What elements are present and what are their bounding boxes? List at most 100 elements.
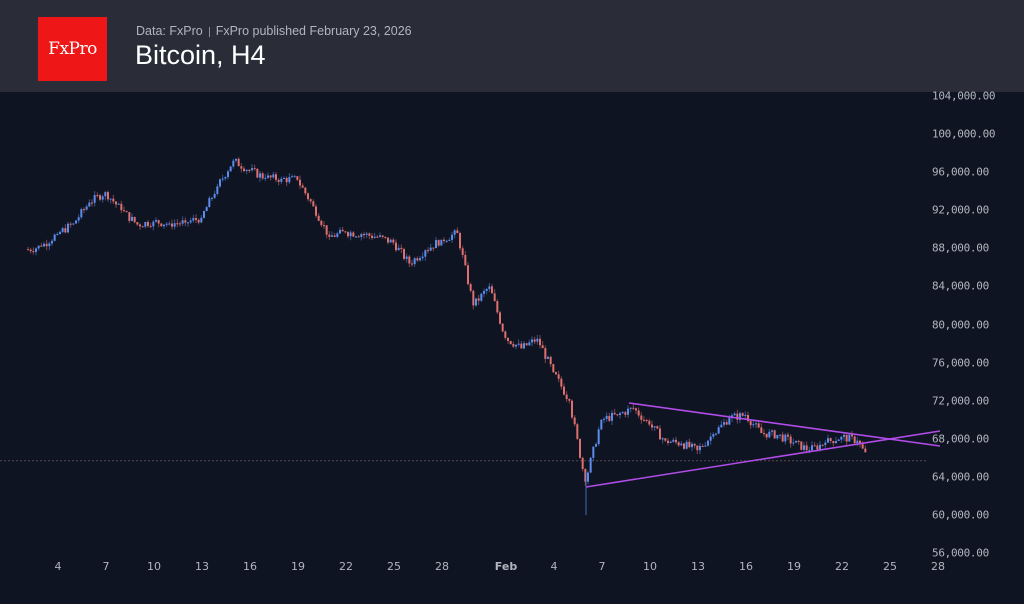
candle-down[interactable]: [789, 436, 792, 444]
candle-down[interactable]: [240, 166, 243, 169]
candle-up[interactable]: [819, 444, 821, 450]
candle-up[interactable]: [365, 233, 368, 235]
candle-down[interactable]: [139, 224, 141, 227]
candle-up[interactable]: [232, 160, 235, 167]
candle-down[interactable]: [149, 225, 152, 227]
candle-down[interactable]: [864, 448, 867, 453]
candle-down[interactable]: [328, 234, 331, 237]
candle-down[interactable]: [197, 219, 200, 223]
candle-up[interactable]: [101, 196, 104, 200]
candle-down[interactable]: [765, 433, 768, 438]
candle-down[interactable]: [243, 168, 245, 172]
candle-down[interactable]: [128, 212, 131, 221]
candle-down[interactable]: [83, 209, 85, 211]
candle-up[interactable]: [77, 217, 80, 221]
candle-down[interactable]: [176, 223, 179, 225]
candle-down[interactable]: [651, 424, 653, 428]
candle-down[interactable]: [659, 428, 661, 440]
triangle-lower-trendline[interactable]: [585, 430, 941, 488]
candle-down[interactable]: [565, 394, 568, 400]
candle-up[interactable]: [792, 442, 795, 444]
candle-up[interactable]: [435, 240, 437, 249]
candle-down[interactable]: [443, 239, 445, 241]
candle-down[interactable]: [363, 234, 365, 236]
candle-down[interactable]: [91, 202, 93, 204]
candle-up[interactable]: [155, 220, 157, 222]
candle-down[interactable]: [112, 198, 115, 202]
candle-down[interactable]: [99, 195, 101, 200]
candle-up[interactable]: [264, 177, 267, 179]
candle-up[interactable]: [67, 223, 69, 233]
candle-down[interactable]: [544, 348, 547, 359]
candle-down[interactable]: [533, 339, 536, 342]
candle-down[interactable]: [464, 254, 467, 266]
candle-down[interactable]: [184, 220, 187, 223]
candle-down[interactable]: [400, 247, 403, 250]
candle-down[interactable]: [147, 221, 149, 226]
candle-up[interactable]: [291, 176, 293, 178]
candle-down[interactable]: [563, 386, 565, 395]
candle-up[interactable]: [627, 408, 629, 415]
candle-down[interactable]: [763, 433, 765, 435]
candle-up[interactable]: [840, 436, 843, 440]
candle-up[interactable]: [37, 245, 40, 249]
candle-down[interactable]: [315, 206, 317, 216]
candle-down[interactable]: [64, 228, 67, 233]
candle-up[interactable]: [72, 223, 75, 225]
candle-up[interactable]: [200, 217, 203, 223]
candle-up[interactable]: [109, 198, 112, 200]
candle-up[interactable]: [587, 472, 589, 482]
candle-up[interactable]: [475, 298, 477, 306]
candle-down[interactable]: [616, 414, 619, 416]
candle-up[interactable]: [835, 440, 837, 444]
candle-up[interactable]: [205, 207, 208, 212]
candle-down[interactable]: [256, 168, 259, 178]
candle-up[interactable]: [733, 413, 736, 416]
candle-down[interactable]: [469, 284, 472, 291]
candle-down[interactable]: [387, 237, 389, 243]
candle-up[interactable]: [405, 256, 408, 259]
candle-down[interactable]: [741, 413, 744, 416]
candle-down[interactable]: [352, 232, 355, 237]
candle-up[interactable]: [712, 434, 715, 437]
candle-up[interactable]: [768, 431, 771, 438]
candle-down[interactable]: [472, 290, 475, 306]
candle-down[interactable]: [568, 399, 571, 401]
candle-down[interactable]: [760, 427, 763, 434]
candle-down[interactable]: [269, 175, 272, 178]
candle-down[interactable]: [797, 440, 800, 442]
candle-up[interactable]: [152, 221, 155, 227]
candle-up[interactable]: [488, 286, 491, 290]
candle-up[interactable]: [56, 234, 59, 236]
candle-up[interactable]: [629, 407, 632, 409]
candle-up[interactable]: [827, 438, 829, 443]
candle-up[interactable]: [259, 173, 261, 178]
candle-down[interactable]: [261, 173, 264, 179]
candle-down[interactable]: [781, 434, 784, 442]
candle-up[interactable]: [440, 239, 443, 246]
candle-up[interactable]: [213, 193, 216, 198]
price-chart[interactable]: 104,000.00 100,000.00 96,000.00 92,000.00 88…: [0, 89, 1024, 604]
candle-down[interactable]: [805, 445, 808, 451]
candle-up[interactable]: [283, 177, 285, 179]
candle-down[interactable]: [403, 249, 405, 259]
candle-up[interactable]: [379, 235, 381, 237]
candle-down[interactable]: [120, 203, 123, 211]
candle-up[interactable]: [843, 434, 845, 437]
candle-up[interactable]: [267, 175, 269, 178]
candle-down[interactable]: [512, 344, 515, 347]
candle-down[interactable]: [499, 312, 501, 324]
candle-down[interactable]: [237, 158, 240, 167]
candle-up[interactable]: [848, 434, 851, 442]
candle-down[interactable]: [461, 248, 464, 255]
candle-down[interactable]: [493, 293, 496, 302]
candle-up[interactable]: [165, 223, 168, 225]
candle-down[interactable]: [624, 412, 627, 415]
candle-up[interactable]: [429, 247, 432, 251]
candle-down[interactable]: [432, 247, 435, 249]
candle-down[interactable]: [736, 413, 739, 420]
candle-up[interactable]: [331, 235, 333, 237]
candle-down[interactable]: [32, 251, 35, 253]
candle-down[interactable]: [384, 236, 387, 238]
candle-up[interactable]: [360, 234, 363, 238]
